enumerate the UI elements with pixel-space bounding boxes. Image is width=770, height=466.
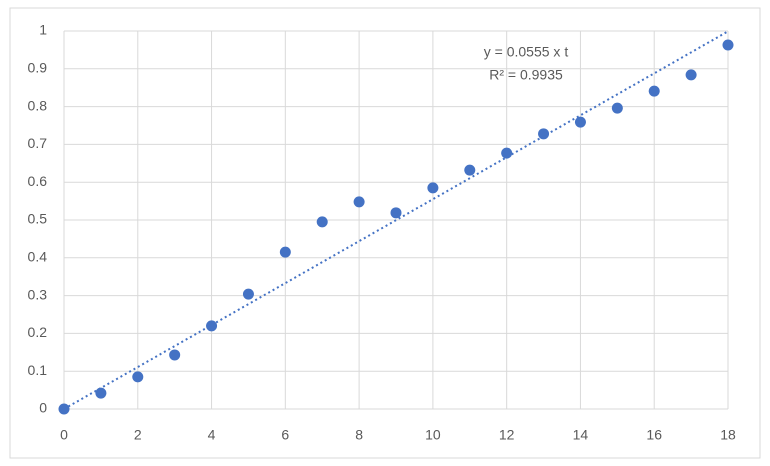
x-tick-label: 10: [425, 427, 441, 443]
x-tick-label: 14: [573, 427, 589, 443]
data-point: [58, 403, 70, 415]
y-tick-label: 0.6: [28, 173, 48, 189]
y-tick-label: 0.5: [28, 211, 48, 227]
trendline: [63, 30, 729, 410]
x-tick-label: 16: [646, 427, 662, 443]
data-point: [538, 128, 550, 140]
data-point: [427, 182, 439, 194]
y-tick-label: 0.3: [28, 286, 48, 302]
x-tick-label: 8: [355, 427, 363, 443]
data-point: [722, 39, 734, 51]
y-tick-label: 0.7: [28, 135, 48, 151]
data-point: [316, 216, 328, 228]
chart-border: [9, 7, 761, 459]
data-point: [206, 320, 218, 332]
data-point: [648, 85, 660, 97]
y-tick-label: 0.4: [28, 249, 48, 265]
y-tick-label: 0.1: [28, 362, 48, 378]
data-point: [132, 371, 144, 383]
y-tick-label: 1: [39, 22, 47, 38]
data-point: [464, 164, 476, 176]
data-point: [353, 196, 365, 208]
x-tick-label: 0: [60, 427, 68, 443]
y-tick-label: 0.8: [28, 97, 48, 113]
data-point: [685, 69, 697, 81]
data-point: [169, 349, 181, 361]
x-tick-label: 6: [281, 427, 289, 443]
data-point: [279, 246, 291, 258]
x-tick-label: 12: [499, 427, 515, 443]
data-point: [611, 102, 623, 114]
x-tick-label: 2: [134, 427, 142, 443]
y-tick-label: 0.9: [28, 60, 48, 76]
y-tick-label: 0: [39, 400, 47, 416]
data-point: [95, 387, 107, 399]
data-point: [242, 288, 254, 300]
x-tick-label: 18: [720, 427, 736, 443]
data-point: [501, 147, 513, 159]
trendline-equation: y = 0.0555 x t: [484, 44, 569, 60]
data-point: [574, 116, 586, 128]
y-tick-label: 0.2: [28, 324, 48, 340]
x-tick-label: 4: [208, 427, 216, 443]
trendline-r2: R² = 0.9935: [489, 67, 563, 83]
data-point: [390, 207, 402, 219]
